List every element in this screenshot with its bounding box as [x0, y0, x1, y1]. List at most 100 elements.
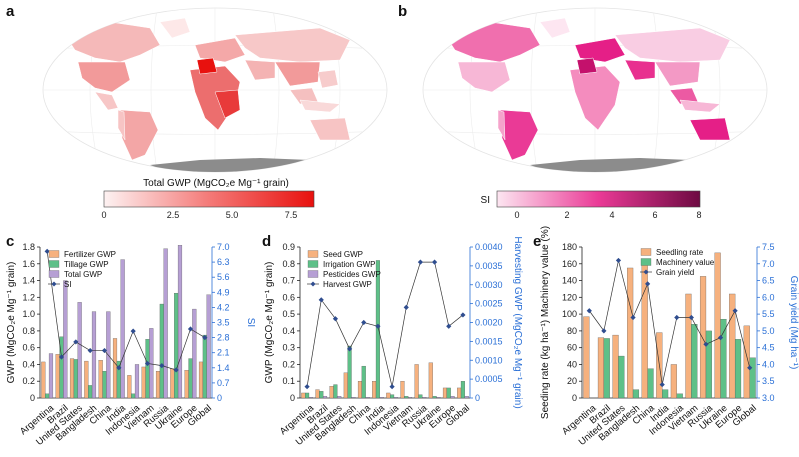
bar-orange: [155, 371, 161, 399]
y2-tick-label: 7.0: [217, 242, 230, 252]
line-point: [101, 347, 108, 354]
colorbar-a-tick: 7.5: [285, 210, 298, 220]
y-tick-label: 0: [290, 393, 295, 403]
world-map-a: [42, 7, 388, 173]
bar-orange: [98, 360, 103, 399]
line-point: [446, 323, 452, 329]
line-point: [747, 365, 753, 371]
legend-swatch: [48, 250, 60, 258]
bar-purple: [322, 396, 328, 399]
bar-orange: [69, 358, 75, 399]
bar-purple: [48, 353, 54, 399]
colorbar-b-tick: 0: [514, 210, 519, 220]
bar-orange: [457, 387, 462, 399]
bar-green: [460, 381, 465, 399]
colorbar-b-tick: 8: [696, 210, 701, 220]
line-point: [58, 354, 65, 360]
legend-label: Seedling rate: [656, 248, 704, 257]
y-tick-label: 120: [562, 292, 577, 302]
line-point: [346, 346, 353, 352]
y2-tick-label: 0.0035: [475, 261, 503, 271]
bar-green: [632, 389, 640, 399]
legend-label: Total GWP: [64, 270, 102, 279]
world-map-b: [422, 7, 768, 173]
bar-green: [333, 384, 338, 399]
bar-purple: [120, 259, 125, 399]
bar-orange: [386, 392, 391, 399]
colorbar-b-bar: [496, 190, 701, 208]
y2-tick-label: 7.0: [762, 259, 775, 269]
bar-orange: [84, 360, 89, 399]
y-tick-label: 160: [562, 259, 577, 269]
line-point: [403, 304, 409, 310]
bar-purple: [464, 396, 469, 399]
bar-orange: [112, 338, 118, 399]
bar-orange: [670, 364, 677, 399]
line-point: [130, 328, 136, 334]
y2-axis-label: SI: [245, 318, 256, 327]
bar-purple: [91, 311, 97, 399]
bar-orange: [699, 276, 707, 399]
bar-green: [159, 303, 164, 399]
y-tick-label: 40: [567, 359, 577, 369]
y2-tick-label: 5.0: [762, 326, 775, 336]
panel-letter-d: d: [262, 233, 271, 250]
y-tick-label: 0.6: [22, 343, 35, 353]
bar-green: [174, 292, 179, 399]
bar-green: [691, 324, 698, 399]
line-point: [615, 257, 622, 264]
y2-axis-label: Harvesting GWP (MgCO₂e Mg⁻¹ grain): [512, 236, 523, 408]
bar-orange: [627, 267, 634, 399]
y2-tick-label: 3.5: [762, 376, 775, 386]
line-point: [659, 381, 665, 388]
y2-tick-label: 0.0025: [475, 299, 503, 309]
series-line: [46, 251, 206, 371]
colorbar-a-title: Total GWP (MgCO₂e Mg⁻¹ grain): [143, 178, 289, 189]
y2-tick-label: 0.0020: [475, 318, 503, 328]
legend-label: Machinery value: [656, 258, 715, 267]
y-tick-label: 0.4: [282, 326, 295, 336]
bar-purple: [308, 397, 313, 399]
y2-tick-label: 0: [475, 393, 480, 403]
y2-tick-label: 0.0010: [475, 355, 503, 365]
panel-letter-a: a: [6, 3, 15, 20]
y2-tick-label: 4.5: [762, 343, 775, 353]
line-point: [601, 328, 607, 334]
bar-orange: [400, 381, 405, 399]
panel-letter-c: c: [6, 233, 14, 250]
bar-orange: [372, 381, 377, 399]
bar-green: [705, 330, 712, 399]
bar-green: [305, 392, 310, 399]
chart-c: 0 0.2 0.4 0.6 0.8 1.0 1.2 1.4 1.6 1.8 0 0.7 1.4 2.1 2.…: [6, 242, 256, 448]
y2-tick-label: 4.2: [217, 302, 230, 312]
legend-swatch: [307, 270, 319, 278]
y-tick-label: 1.6: [22, 259, 35, 269]
panel-letter-e: e: [533, 233, 541, 250]
bar-purple: [163, 248, 168, 399]
y-tick-label: 0.4: [22, 359, 35, 369]
y-tick-label: 0.8: [282, 259, 295, 269]
bar-purple: [436, 397, 441, 399]
series-line: [589, 260, 751, 385]
bar-purple: [379, 397, 384, 399]
y2-axis-label: Grain yield (Mg ha⁻¹): [788, 276, 799, 370]
y2-tick-label: 2.1: [217, 348, 230, 358]
bar-green: [102, 371, 107, 399]
y2-tick-label: 6.3: [217, 257, 230, 267]
bar-orange: [442, 387, 448, 399]
chart-d: 0 0.1 0.2 0.3 0.4 0.5 0.6 0.7 0.8 0.9 0 0.0005 0.001…: [264, 236, 523, 448]
bar-purple: [407, 397, 413, 399]
bar-green: [88, 385, 93, 399]
y-tick-label: 0: [30, 393, 35, 403]
bar-green: [432, 396, 437, 399]
bar-green: [418, 394, 423, 399]
line-point: [44, 248, 50, 254]
bar-green: [45, 393, 50, 399]
bar-green: [390, 394, 395, 399]
line-point: [202, 335, 208, 341]
colorbar-a-bar: [103, 190, 315, 208]
y-tick-label: 1.8: [22, 242, 35, 252]
line-point: [318, 297, 324, 303]
bar-orange: [55, 354, 60, 399]
